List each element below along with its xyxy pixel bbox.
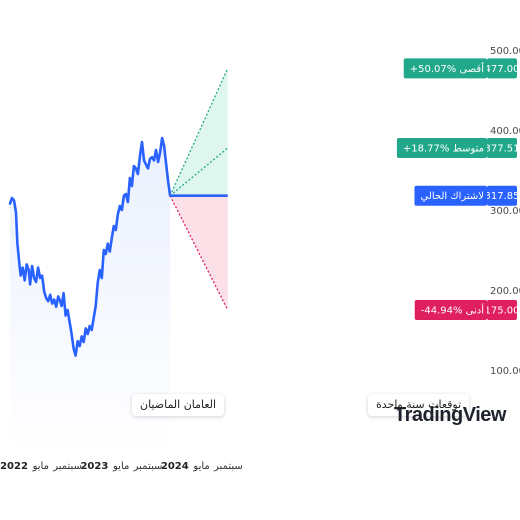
low-value: 175.00: [485, 306, 520, 317]
high-value-box: [487, 58, 517, 79]
high-badge: 477.00+50.07% أقصى: [403, 58, 520, 79]
average-value: 377.51: [485, 143, 520, 154]
average-label-box: [396, 137, 487, 158]
low-value-box: [487, 300, 517, 320]
x-tick-label: 2024: [161, 461, 189, 472]
forecast-section-label: توقعات سنة واحدة: [368, 394, 470, 416]
x-tick-label: مايو: [112, 461, 129, 472]
low-label: -44.94% أدنى: [421, 304, 484, 317]
y-axis: 500.00 400.00 300.00 200.00 100.00: [490, 46, 520, 377]
x-tick-label: مايو: [32, 461, 49, 472]
forecast-zones: [170, 68, 228, 310]
past-section-label: العامان الماضيان: [132, 394, 225, 416]
high-label: +50.07% أقصى: [410, 62, 484, 75]
x-tick-label: سبتمبر: [213, 461, 243, 472]
forecast-lines: [169, 68, 229, 311]
current-value: 317.85: [485, 191, 520, 202]
average-label: +18.77% متوسط: [403, 143, 484, 154]
low-forecast-line: [169, 195, 229, 311]
x-tick-label: 2022: [0, 461, 28, 472]
x-tick-label: مايو: [192, 461, 209, 472]
current-value-box: [487, 185, 517, 206]
current-label-box: [414, 185, 487, 206]
average-value-box: [487, 137, 517, 158]
average-forecast-line: [169, 147, 229, 197]
history-area: [10, 138, 171, 452]
forecast-badges: 477.00+50.07% أقصى 377.51+18.77% متوسط 317…: [396, 58, 520, 320]
high-value: 477.00: [485, 64, 520, 75]
history-line: [8, 136, 172, 357]
x-tick-label: سبتمبر: [52, 461, 82, 472]
high-forecast-line: [169, 68, 229, 196]
average-badge: 377.51+18.77% متوسط: [396, 137, 520, 158]
y-tick-label: 400.00: [490, 126, 520, 137]
tradingview-logo: TradingView: [394, 404, 506, 426]
low-badge: 175.00-44.94% أدنى: [414, 300, 520, 320]
low-label-box: [414, 300, 487, 320]
y-tick-label: 500.00: [490, 46, 520, 57]
x-tick-label: سبتمبر: [133, 461, 163, 472]
y-tick-label: 200.00: [490, 286, 520, 297]
downside-zone: [170, 195, 228, 310]
y-tick-label: 100.00: [490, 366, 520, 377]
price-history: [8, 136, 172, 452]
y-tick-label: 300.00: [490, 206, 520, 217]
x-tick-label: 2023: [80, 461, 108, 472]
high-label-box: [403, 58, 487, 79]
current-label: لاشتراك الحالي: [420, 191, 484, 202]
